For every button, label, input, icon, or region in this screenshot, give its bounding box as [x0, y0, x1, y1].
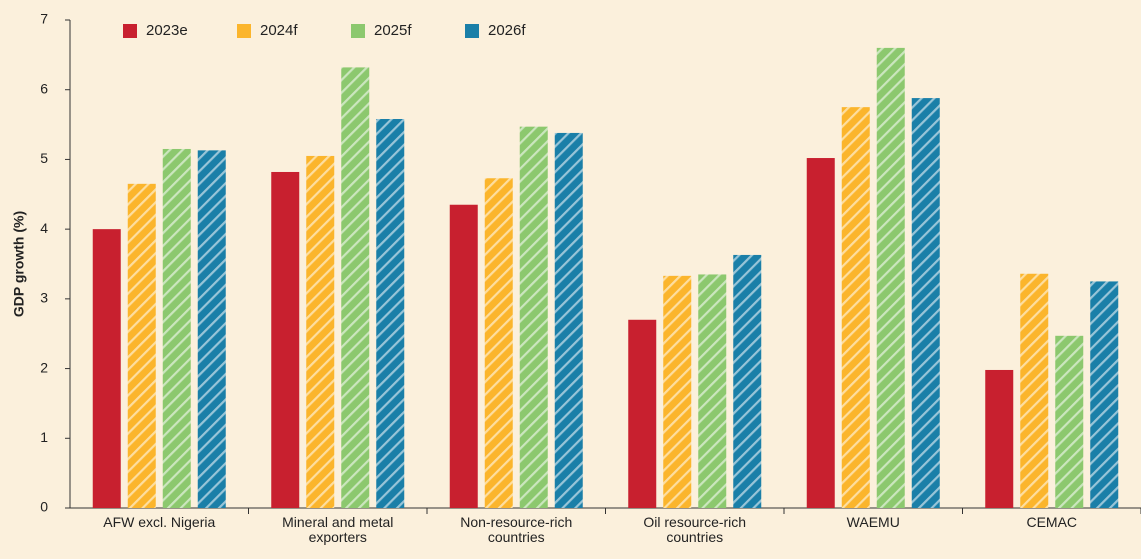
y-tick-label: 4: [40, 220, 48, 236]
legend-swatch: [351, 24, 365, 38]
bar: [841, 107, 870, 509]
bar: [1055, 335, 1084, 508]
bar: [733, 254, 762, 508]
bar: [271, 171, 300, 508]
bar: [698, 274, 727, 508]
y-tick-label: 7: [40, 11, 48, 27]
bar: [162, 148, 191, 508]
legend-swatch: [123, 24, 137, 38]
bar: [554, 132, 583, 509]
bar: [1090, 281, 1119, 508]
bar: [876, 47, 905, 509]
bar: [341, 67, 370, 509]
bar: [1020, 273, 1049, 508]
y-axis-label: GDP growth (%): [11, 211, 27, 317]
legend-swatch: [237, 24, 251, 38]
bar: [985, 369, 1014, 508]
legend-label: 2025f: [374, 22, 412, 39]
y-tick-label: 1: [40, 429, 48, 445]
bar: [911, 98, 940, 508]
y-tick-label: 5: [40, 150, 48, 166]
y-tick-label: 2: [40, 359, 48, 375]
legend-label: 2023e: [146, 22, 188, 39]
legend-label: 2026f: [488, 22, 526, 39]
legend-label: 2024f: [260, 22, 298, 39]
x-tick-label: Mineral and metal exporters: [282, 514, 394, 545]
bar: [306, 155, 335, 508]
x-tick-label: Oil resource-rich countries: [643, 514, 747, 545]
x-tick-label: CEMAC: [1026, 514, 1078, 530]
x-tick-label: Non-resource-rich countries: [460, 514, 573, 545]
y-tick-label: 0: [40, 499, 48, 515]
bar: [663, 275, 692, 508]
bar: [628, 319, 657, 508]
bar: [484, 178, 513, 508]
bar: [449, 204, 478, 508]
bar: [376, 118, 405, 508]
legend-swatch: [465, 24, 479, 38]
bar: [127, 183, 156, 509]
bar: [806, 158, 835, 508]
y-tick-label: 6: [40, 80, 48, 96]
bar: [519, 126, 548, 509]
y-tick-label: 3: [40, 290, 48, 306]
x-tick-label: WAEMU: [846, 514, 900, 530]
x-tick-label: AFW excl. Nigeria: [103, 514, 216, 530]
bar: [197, 150, 226, 508]
bar: [92, 229, 121, 508]
